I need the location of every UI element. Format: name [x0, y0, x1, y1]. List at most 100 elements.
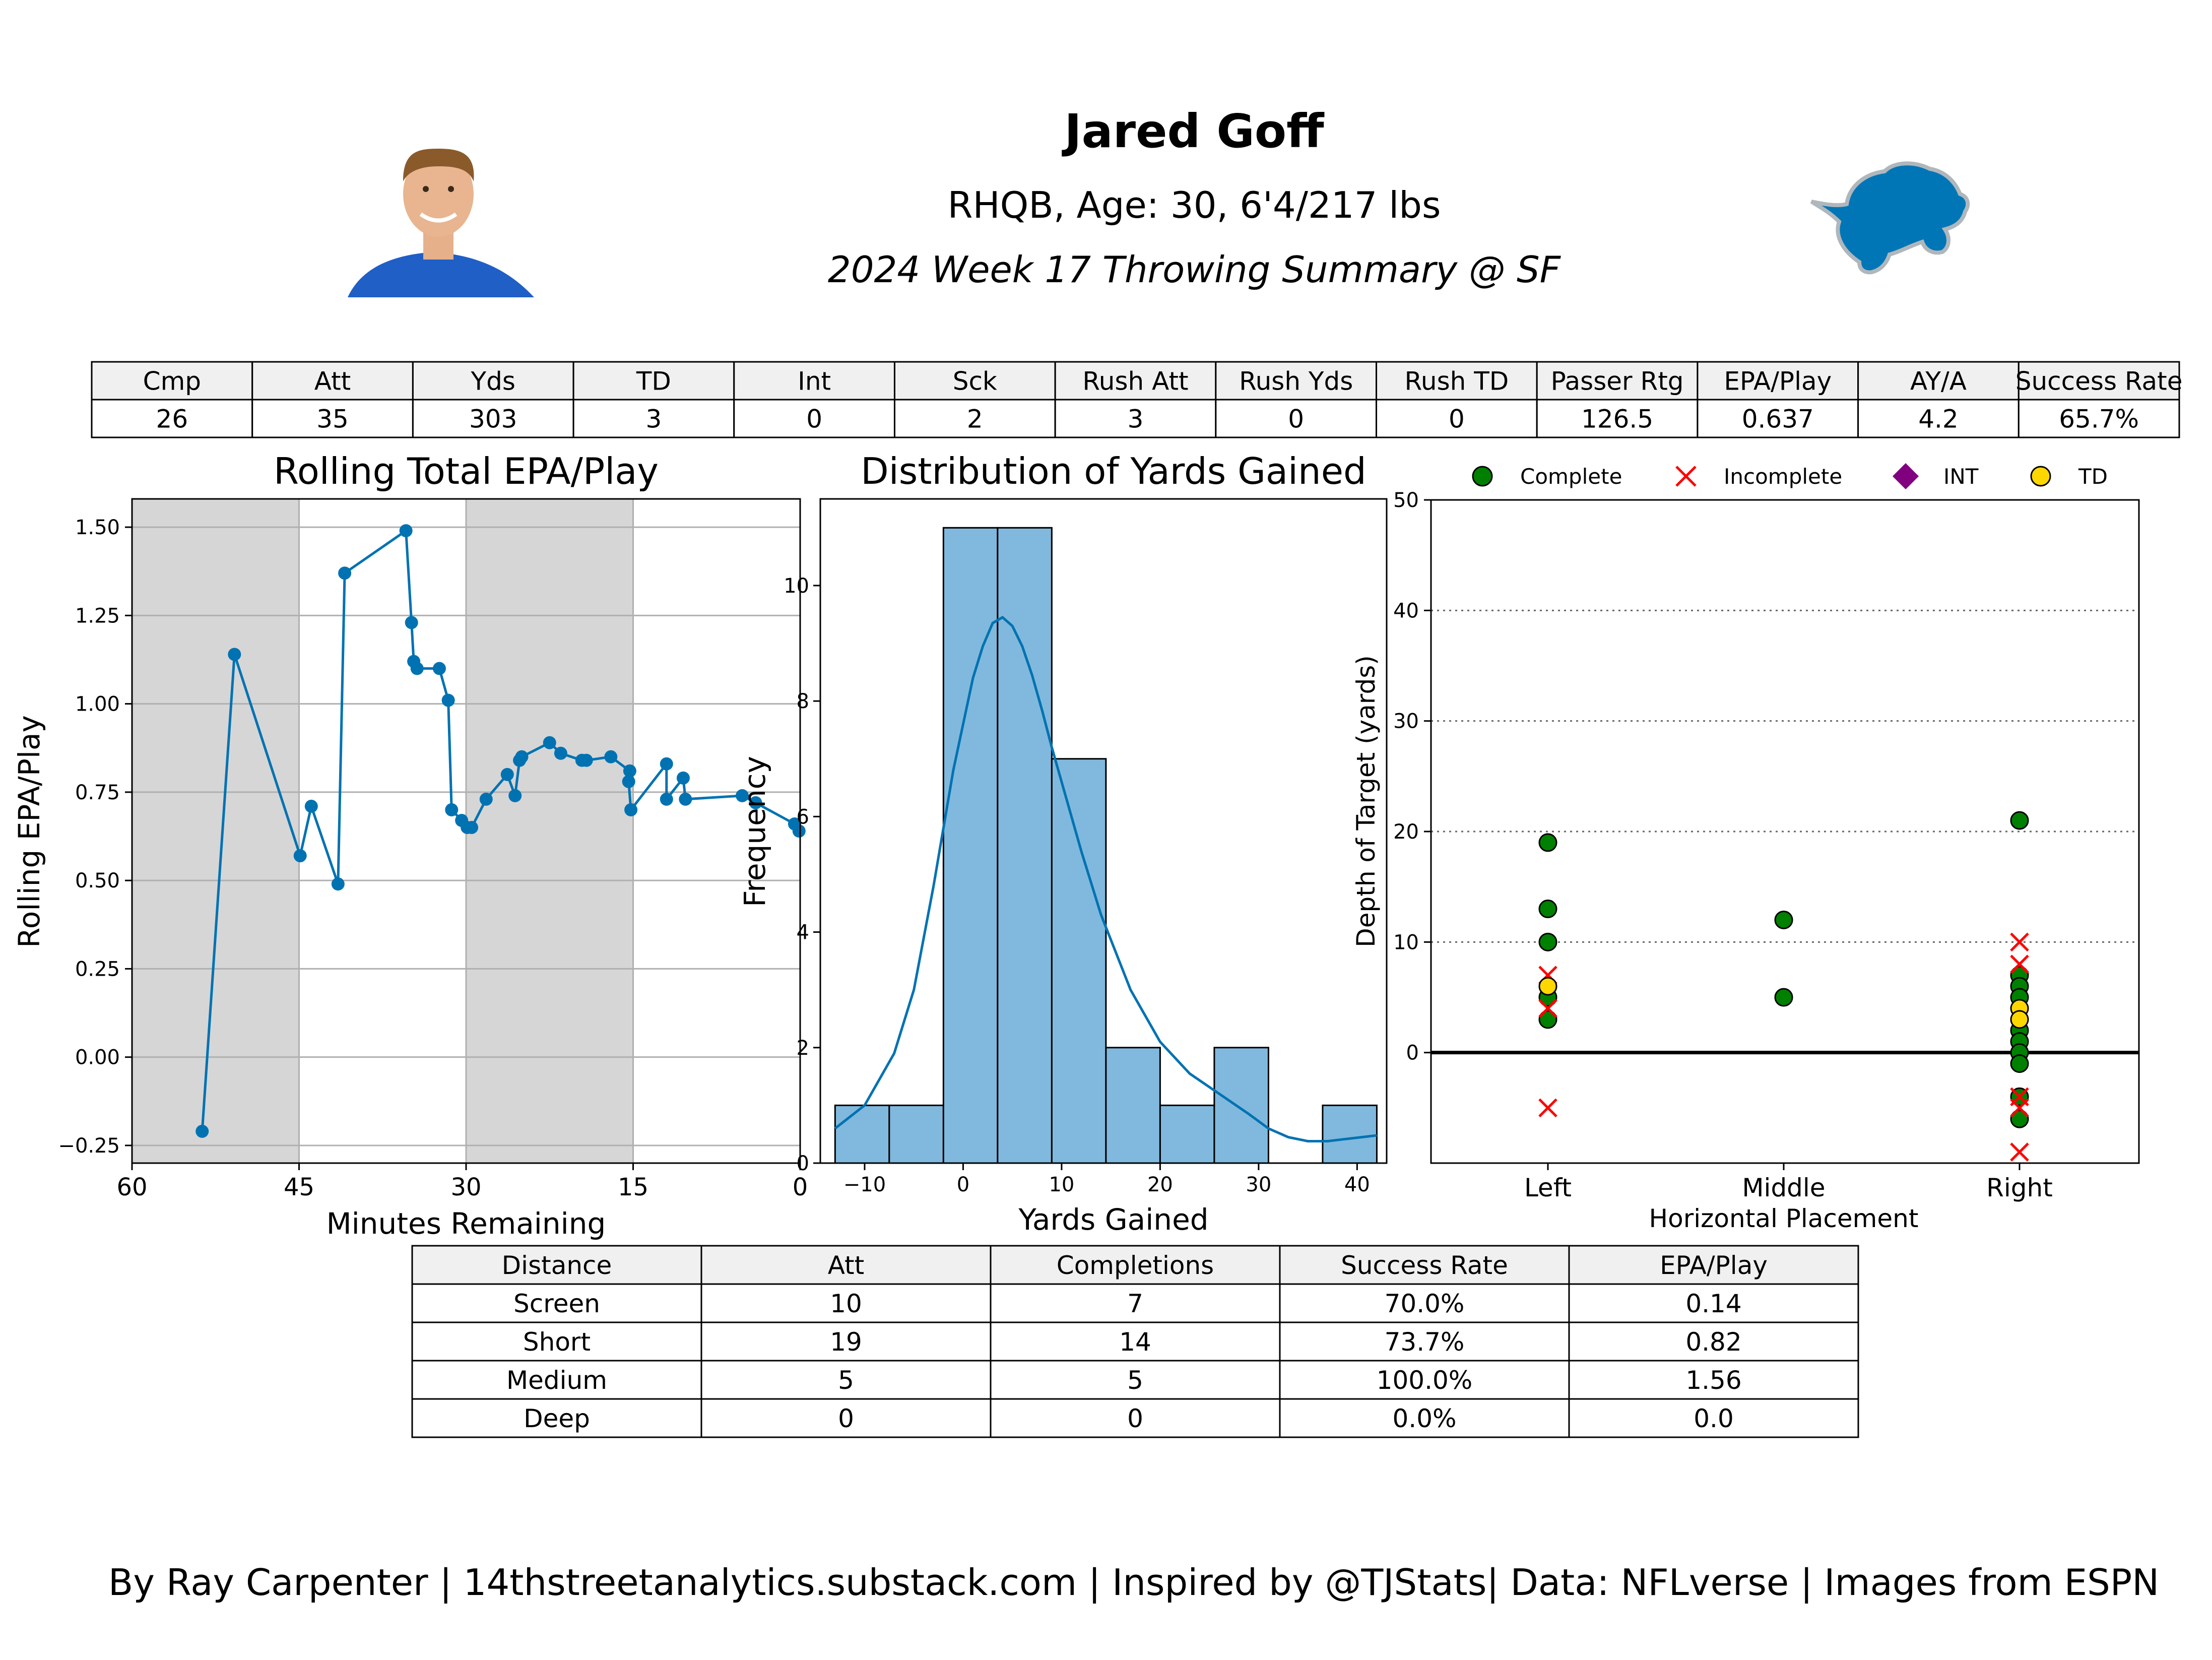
- distance-cell-text: 70.0%: [1385, 1289, 1465, 1318]
- player-subtitle: RHQB, Age: 30, 6'4/217 lbs: [948, 184, 1441, 226]
- stats-value-text: 3: [646, 405, 662, 434]
- epa-point: [515, 750, 529, 763]
- distance-header-cell: [1279, 1245, 1570, 1285]
- incomplete-point: [2010, 954, 2029, 974]
- distance-cell: [700, 1321, 992, 1362]
- distance-cell-text: 5: [838, 1366, 854, 1395]
- distance-cell-text: 73.7%: [1385, 1327, 1465, 1357]
- stats-value-text: 0: [806, 405, 822, 434]
- plot-frame: [131, 498, 801, 1164]
- stats-value-cell: [1697, 399, 1859, 438]
- epa-point: [676, 771, 690, 785]
- epa-point: [792, 824, 806, 838]
- distance-cell-text: Medium: [506, 1366, 607, 1395]
- x-tick-label: 20: [1147, 1173, 1173, 1196]
- incomplete-point: [2010, 1098, 2029, 1118]
- distance-cell-text: Screen: [513, 1289, 600, 1318]
- distance-cell-text: 0.0%: [1392, 1404, 1456, 1433]
- distance-cell-text: 19: [830, 1327, 862, 1357]
- stats-header-text: AY/A: [1910, 367, 1967, 396]
- y-tick-label: 0.50: [75, 869, 120, 892]
- summary-title: 2024 Week 17 Throwing Summary @ SF: [828, 248, 1562, 291]
- td-point: [1538, 977, 1557, 996]
- stats-value-cell: [1536, 399, 1699, 438]
- distance-header-text: Att: [828, 1251, 865, 1280]
- distance-cell: [411, 1360, 702, 1400]
- epa-point: [410, 662, 424, 675]
- complete-point: [1538, 1010, 1557, 1029]
- distance-cell-text: 100.0%: [1377, 1366, 1473, 1395]
- distance-cell: [1279, 1398, 1570, 1438]
- stats-value-cell: [1857, 399, 2020, 438]
- x-tick-label: 30: [1246, 1173, 1271, 1196]
- histogram-bar: [1159, 1104, 1215, 1164]
- distance-cell: [411, 1321, 702, 1362]
- epa-point: [293, 849, 307, 863]
- stats-value-text: 303: [469, 405, 517, 434]
- histogram-bar: [1051, 758, 1107, 1164]
- stats-header-text: Int: [798, 367, 831, 396]
- distance-cell-text: 0.0: [1694, 1404, 1734, 1433]
- stats-value-text: 35: [316, 405, 349, 434]
- stats-header-cell: [91, 361, 253, 401]
- epa-point: [579, 753, 593, 767]
- y-tick-label: −0.25: [58, 1134, 120, 1158]
- complete-point: [2010, 1109, 2029, 1128]
- histogram-bar: [1213, 1047, 1269, 1164]
- complete-point: [1774, 988, 1793, 1007]
- y-tick-label: 8: [797, 690, 809, 713]
- legend-label: Complete: [1520, 464, 1622, 489]
- distance-table: Distance Att Completions Success Rate EPA/Pl…: [411, 1245, 1859, 1438]
- epa-point: [623, 764, 636, 778]
- stats-header-text: Rush TD: [1404, 367, 1509, 396]
- stats-value-text: 65.7%: [2059, 405, 2139, 434]
- distance-cell: [990, 1360, 1281, 1400]
- stats-header-cell: [733, 361, 895, 401]
- stats-value-text: 4.2: [1918, 405, 1959, 434]
- y-tick-label: 10: [784, 574, 809, 598]
- incomplete-point: [2010, 1142, 2029, 1162]
- stats-table: Cmp 26 Att 35 Yds 303 TD 3 Int 0 Sck 2 Rush Att 3 Rush…: [91, 361, 2183, 438]
- distance-header-cell: [700, 1245, 992, 1285]
- legend-label: Incomplete: [1724, 464, 1842, 489]
- x-tick-label: 45: [284, 1173, 314, 1201]
- epa-point: [554, 746, 567, 760]
- epa-point: [228, 648, 241, 661]
- distance-cell-text: Short: [523, 1327, 591, 1357]
- x-tick-label: 60: [116, 1173, 147, 1201]
- x-tick-label: 30: [450, 1173, 481, 1201]
- distance-header-text: Distance: [502, 1251, 612, 1280]
- y-tick-label: 2: [797, 1037, 809, 1060]
- stats-header-text: Rush Att: [1082, 367, 1188, 396]
- distance-cell-text: Deep: [524, 1404, 590, 1433]
- histogram-bar: [834, 1104, 890, 1164]
- stats-value-text: 126.5: [1581, 405, 1653, 434]
- scatter-xlabel: Horizontal Placement: [1649, 1204, 1919, 1233]
- distance-cell: [1568, 1398, 1859, 1438]
- distance-cell-text: 0: [1127, 1404, 1143, 1433]
- rolling-epa-ylabel: Rolling EPA/Play: [12, 715, 46, 948]
- stats-header-cell: [1857, 361, 2020, 401]
- stats-value-cell: [2018, 399, 2180, 438]
- stats-value-cell: [893, 399, 1056, 438]
- complete-point: [2010, 811, 2029, 830]
- stats-header-text: Yds: [471, 367, 515, 396]
- stats-header-text: Passer Rtg: [1551, 367, 1684, 396]
- x-tick-label: 40: [1344, 1173, 1370, 1196]
- epa-point: [405, 616, 418, 629]
- y-tick-label: 50: [1393, 489, 1419, 512]
- distance-header-text: Success Rate: [1341, 1251, 1508, 1280]
- distance-cell-text: 0.14: [1685, 1289, 1741, 1318]
- y-tick-label: 1.50: [75, 516, 120, 539]
- complete-point: [2010, 1054, 2029, 1073]
- distance-header-text: EPA/Play: [1660, 1251, 1768, 1280]
- y-tick-label: 10: [1393, 931, 1419, 954]
- distance-header-cell: [990, 1245, 1281, 1285]
- epa-point: [660, 792, 673, 806]
- stats-header-cell: [1536, 361, 1699, 401]
- histogram-ylabel: Frequency: [738, 756, 772, 907]
- y-tick-label: 0: [1406, 1042, 1419, 1065]
- legend-label: TD: [2078, 464, 2108, 489]
- distance-cell: [700, 1398, 992, 1438]
- epa-point: [338, 566, 352, 580]
